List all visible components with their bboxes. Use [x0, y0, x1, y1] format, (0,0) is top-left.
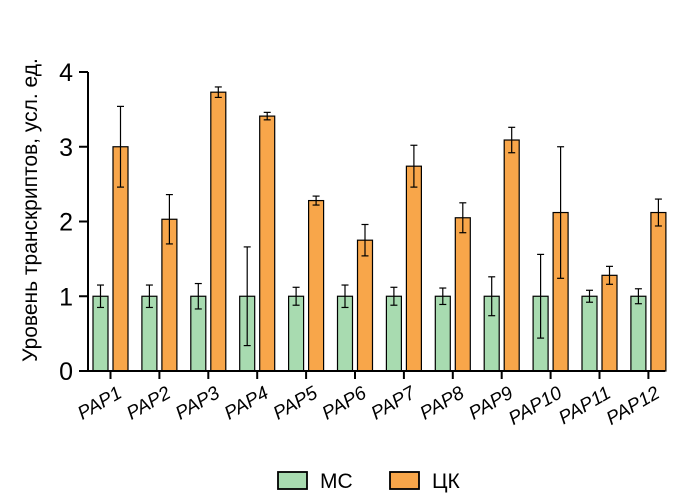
- x-tick-label: PAP11: [555, 383, 614, 429]
- bar-ck: [259, 115, 276, 372]
- x-tick-label: PAP8: [417, 382, 469, 424]
- y-axis-title: Уровень транскриптов, усл. ед.: [19, 58, 42, 362]
- x-tick-label: PAP10: [505, 382, 566, 429]
- x-axis: PAP1PAP2PAP3PAP4PAP5PAP6PAP7PAP8PAP9PAP1…: [74, 370, 665, 430]
- y-tick-label: 2: [59, 209, 73, 237]
- x-tick-label: PAP1: [74, 383, 125, 425]
- bar-ck: [601, 274, 618, 372]
- x-tick-label: PAP3: [172, 382, 224, 424]
- bar-ck: [454, 217, 471, 372]
- bar-ck: [405, 165, 422, 372]
- legend-label-ms: МС: [320, 470, 353, 493]
- bars: [92, 86, 667, 372]
- x-tick-label: PAP7: [368, 382, 421, 424]
- bar-ms: [630, 295, 647, 372]
- legend-swatch-ck: [389, 471, 420, 490]
- legend: МС ЦК: [277, 470, 461, 493]
- y-tick-label: 3: [59, 134, 73, 162]
- bar-ms: [434, 295, 451, 372]
- bar-ck: [210, 91, 227, 372]
- y-axis: 0 1 2 3 4: [59, 59, 89, 386]
- legend-swatch-ms: [277, 471, 308, 490]
- x-tick-label: PAP2: [123, 382, 175, 424]
- x-tick-label: PAP6: [319, 382, 371, 424]
- x-tick-label: PAP4: [221, 383, 272, 425]
- bar-ck: [503, 139, 520, 372]
- legend-label-ck: ЦК: [432, 470, 461, 493]
- bar-ck: [650, 211, 667, 372]
- y-tick-label: 0: [59, 358, 73, 386]
- x-tick-label: PAP5: [270, 382, 322, 424]
- x-tick-label: PAP12: [603, 382, 664, 429]
- y-tick-label: 4: [59, 59, 73, 87]
- bar-ck: [308, 199, 325, 372]
- bar-ms: [581, 295, 598, 372]
- bar-ck: [356, 239, 374, 372]
- y-tick-label: 1: [59, 283, 73, 311]
- bar-ms: [385, 295, 402, 372]
- bar-ms: [288, 295, 305, 372]
